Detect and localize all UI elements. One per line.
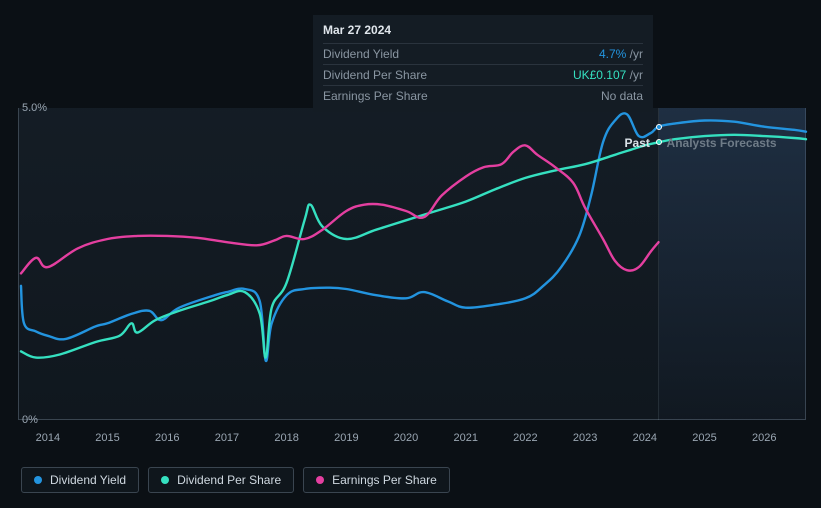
legend-label: Dividend Yield xyxy=(50,473,126,487)
x-tick-label: 2016 xyxy=(155,432,179,444)
tooltip-value: 4.7% /yr xyxy=(599,47,643,61)
past-label: Past xyxy=(625,136,650,150)
tooltip-row: Dividend Yield 4.7% /yr xyxy=(323,43,643,64)
legend-item-earnings_per_share[interactable]: Earnings Per Share xyxy=(303,467,450,493)
series-earnings_per_share xyxy=(21,145,659,273)
series-dividend_per_share xyxy=(21,135,806,358)
x-tick-label: 2020 xyxy=(394,432,418,444)
x-tick-label: 2024 xyxy=(633,432,657,444)
tooltip-date: Mar 27 2024 xyxy=(323,23,643,43)
x-tick-label: 2025 xyxy=(692,432,716,444)
x-tick-label: 2026 xyxy=(752,432,776,444)
legend-dot-icon xyxy=(161,476,169,484)
x-tick-label: 2019 xyxy=(334,432,358,444)
tooltip-row: Dividend Per Share UK£0.107 /yr xyxy=(323,64,643,85)
tooltip-value: No data xyxy=(601,89,643,103)
x-tick-label: 2021 xyxy=(453,432,477,444)
series-marker xyxy=(656,124,662,130)
forecast-label: Analysts Forecasts xyxy=(667,136,777,150)
series-dividend_yield xyxy=(21,113,806,361)
chart-lines xyxy=(18,108,806,420)
x-tick-label: 2015 xyxy=(95,432,119,444)
chart-area: Past Analysts Forecasts xyxy=(18,108,806,420)
legend-item-dividend_per_share[interactable]: Dividend Per Share xyxy=(148,467,294,493)
hover-tooltip: Mar 27 2024 Dividend Yield4.7% /yrDivide… xyxy=(313,15,653,112)
x-axis: 2014 2015 2016 2017 2018 2019 2020 2021 2022 2023… xyxy=(18,432,806,452)
tooltip-value: UK£0.107 /yr xyxy=(573,68,643,82)
legend-item-dividend_yield[interactable]: Dividend Yield xyxy=(21,467,139,493)
x-tick-label: 2018 xyxy=(274,432,298,444)
legend-label: Dividend Per Share xyxy=(177,473,281,487)
x-tick-label: 2014 xyxy=(36,432,60,444)
tooltip-key: Earnings Per Share xyxy=(323,89,428,103)
tooltip-key: Dividend Yield xyxy=(323,47,399,61)
y-tick-label: 0% xyxy=(22,414,27,426)
legend-dot-icon xyxy=(34,476,42,484)
tooltip-row: Earnings Per Share No data xyxy=(323,85,643,106)
series-marker xyxy=(656,139,662,145)
legend-label: Earnings Per Share xyxy=(332,473,437,487)
y-tick-label: 5.0% xyxy=(22,102,27,114)
legend-dot-icon xyxy=(316,476,324,484)
x-tick-label: 2023 xyxy=(573,432,597,444)
legend: Dividend Yield Dividend Per Share Earnings… xyxy=(21,467,450,493)
x-tick-label: 2022 xyxy=(513,432,537,444)
tooltip-key: Dividend Per Share xyxy=(323,68,427,82)
x-tick-label: 2017 xyxy=(215,432,239,444)
